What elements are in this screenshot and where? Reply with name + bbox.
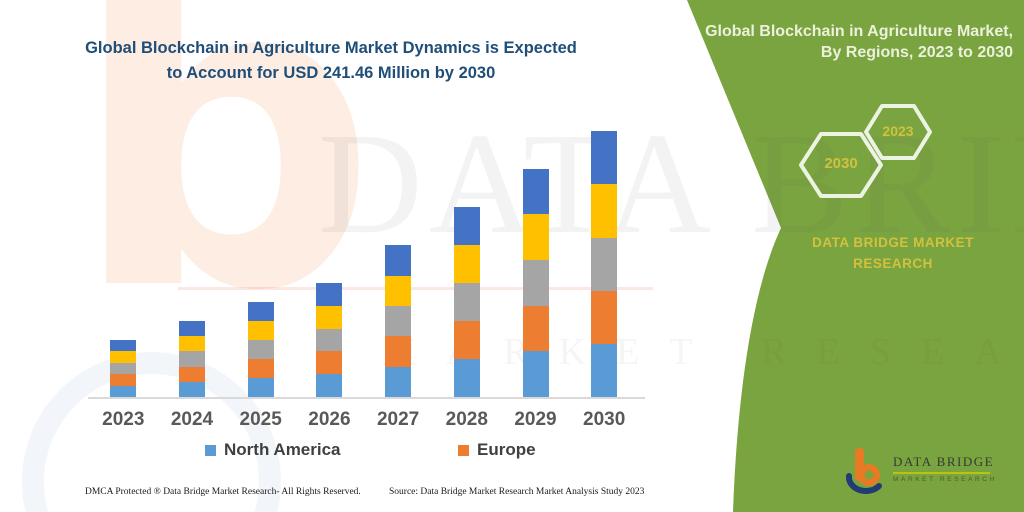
bar-segment bbox=[522, 214, 549, 261]
bar-segment bbox=[385, 336, 412, 367]
hexagons-graphic bbox=[799, 104, 932, 198]
bar-segment bbox=[591, 237, 618, 291]
bar-segment bbox=[316, 351, 343, 375]
databridge-logo-text: DATA BRIDGE MARKET RESEARCH bbox=[893, 446, 997, 483]
legend-swatch-europe bbox=[458, 444, 469, 456]
legend-swatch-north-america bbox=[205, 444, 216, 456]
bar-segment bbox=[453, 321, 480, 360]
databridge-logo: DATA BRIDGE MARKET RESEARCH bbox=[846, 446, 997, 498]
legend-label-europe: Europe bbox=[477, 440, 536, 459]
bar-segment bbox=[385, 366, 412, 397]
x-axis-label: 2024 bbox=[170, 409, 214, 430]
bar-segment bbox=[316, 283, 343, 306]
bar-segment bbox=[316, 305, 343, 329]
bar-segment bbox=[453, 245, 480, 284]
x-axis-label: 2028 bbox=[445, 409, 488, 430]
legend-item-europe: Europe bbox=[458, 440, 536, 460]
bar-segment bbox=[591, 184, 618, 238]
bar-segment bbox=[591, 290, 618, 344]
bar-segment bbox=[522, 260, 549, 306]
brand-text: DATA BRIDGE MARKET RESEARCH bbox=[812, 235, 974, 271]
bar-segment bbox=[110, 374, 137, 386]
bar-segment bbox=[110, 351, 137, 363]
chart-title-line1: Global Blockchain in Agriculture Market … bbox=[85, 39, 577, 57]
x-axis-label: 2026 bbox=[308, 409, 351, 430]
bar-segment bbox=[247, 301, 274, 321]
x-axis-label: 2030 bbox=[583, 409, 626, 430]
bar-segment bbox=[385, 275, 412, 306]
bar-segment bbox=[247, 320, 274, 340]
logo-underline bbox=[893, 472, 990, 474]
x-axis-label: 2029 bbox=[514, 409, 557, 430]
hexagon-2030-label: 2030 bbox=[824, 155, 858, 172]
side-panel-title-line1: Global Blockchain in Agriculture Market, bbox=[705, 23, 1013, 40]
bar-segment bbox=[522, 351, 549, 397]
databridge-logo-mark-icon bbox=[846, 448, 882, 494]
hexagon-2030 bbox=[799, 132, 883, 198]
legend-item-north-america: North America bbox=[205, 440, 341, 460]
bar-segment bbox=[385, 305, 412, 337]
bar-segment bbox=[110, 362, 137, 375]
x-axis-label: 2023 bbox=[102, 409, 145, 430]
bar-segment bbox=[522, 305, 549, 352]
x-axis-line bbox=[88, 397, 645, 399]
side-panel-title-line2: By Regions, 2023 to 2030 bbox=[820, 44, 1013, 62]
bar-segment bbox=[522, 168, 549, 215]
bar-segment bbox=[591, 131, 618, 185]
x-axis-label: 2025 bbox=[239, 409, 282, 430]
bar-segment bbox=[247, 339, 274, 359]
bar-segment bbox=[453, 207, 480, 246]
bar-segment bbox=[179, 336, 205, 352]
chart-title-line2: to Account for USD 241.46 Million by 203… bbox=[166, 63, 496, 82]
bar-segment bbox=[453, 283, 480, 322]
footer-source-text: Source: Data Bridge Market Research Mark… bbox=[389, 487, 645, 497]
bar-segment bbox=[453, 359, 480, 397]
bar-segment bbox=[110, 339, 137, 352]
bar-segment bbox=[110, 385, 137, 397]
side-panel-green-polygon bbox=[687, 0, 1024, 512]
bar-segment bbox=[247, 377, 274, 397]
logo-name: DATA BRIDGE bbox=[893, 454, 995, 469]
hexagon-2023 bbox=[864, 104, 932, 160]
logo-subtext: MARKET RESEARCH bbox=[893, 476, 997, 483]
bar-segment bbox=[179, 351, 205, 367]
bar-segment bbox=[316, 374, 343, 397]
chart-title: Global Blockchain in Agriculture Market … bbox=[81, 36, 581, 86]
legend-label-north-america: North America bbox=[224, 440, 341, 459]
bar-segment bbox=[247, 358, 274, 378]
bar-segment bbox=[179, 321, 205, 337]
bar-segment bbox=[179, 366, 205, 382]
bar-segment bbox=[179, 381, 205, 397]
bar-segment bbox=[316, 328, 343, 352]
bar-segment bbox=[385, 245, 412, 276]
x-axis-label: 2027 bbox=[376, 409, 420, 430]
side-panel-title: Global Blockchain in Agriculture Market,… bbox=[683, 21, 1013, 63]
bar-segment bbox=[591, 343, 618, 397]
footer-dmca-text: DMCA Protected ® Data Bridge Market Rese… bbox=[85, 487, 361, 497]
hexagon-2023-label: 2023 bbox=[882, 123, 914, 139]
